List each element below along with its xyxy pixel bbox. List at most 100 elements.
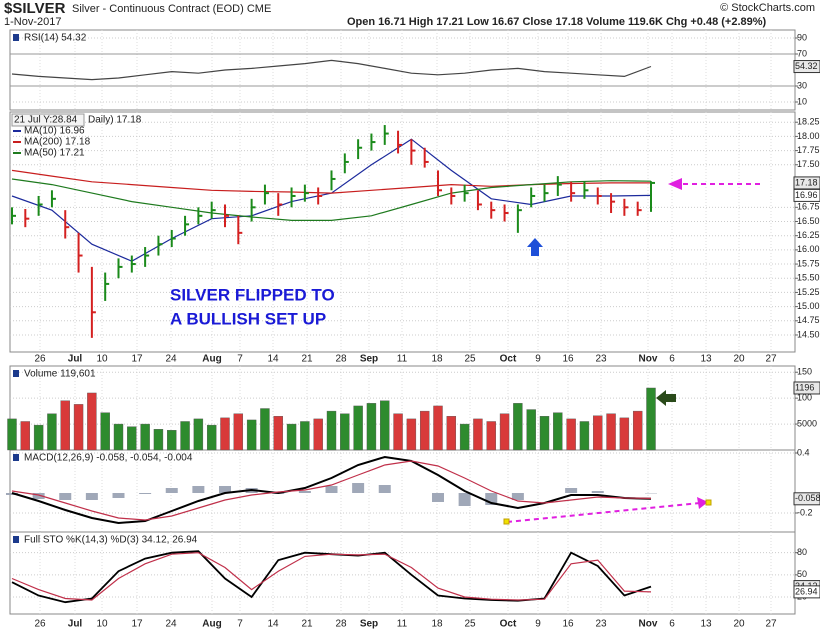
volume-bar <box>74 404 83 450</box>
volume-bar <box>647 388 656 450</box>
x-tick-label: Aug <box>202 354 221 365</box>
last-value-label: 54.32 <box>795 61 818 71</box>
x-tick-label: 21 <box>301 619 313 630</box>
volume-bar <box>181 421 190 450</box>
volume-bar <box>420 411 429 450</box>
x-tick-label: 7 <box>237 619 243 630</box>
x-tick-label: 13 <box>700 619 712 630</box>
quote: Open 16.71 High 17.21 Low 16.67 Close 17… <box>347 16 767 28</box>
y-tick-label: 16.25 <box>797 230 820 240</box>
macd-histogram <box>379 485 391 493</box>
last-value-label: 26.94 <box>795 586 818 596</box>
marker <box>504 519 509 524</box>
x-tick-label: 16 <box>562 354 574 365</box>
y-tick-label: 70 <box>797 48 807 58</box>
x-tick-label: 10 <box>96 619 108 630</box>
x-tick-label: 11 <box>397 354 408 365</box>
volume-bar <box>367 403 376 450</box>
volume-bar <box>247 420 256 450</box>
x-tick-label: 13 <box>700 354 712 365</box>
macd-histogram <box>59 493 71 500</box>
volume-bar <box>274 416 283 450</box>
panel-icon <box>13 370 19 377</box>
x-tick-label: 27 <box>765 619 777 630</box>
volume-bar <box>487 421 496 450</box>
x-tick-label: 27 <box>765 354 777 365</box>
annotation: SILVER FLIPPED TO <box>170 285 335 304</box>
y-tick-label: 5000 <box>797 418 817 428</box>
panel-icon <box>13 536 19 543</box>
legend-entry: MA(50) 17.21 <box>24 148 85 159</box>
credit: © StockCharts.com <box>720 2 815 14</box>
y-tick-label: 50 <box>797 569 807 579</box>
instrument-name: Silver - Continuous Contract (EOD) CME <box>72 3 271 15</box>
macd-histogram <box>326 486 338 493</box>
x-tick-label: 9 <box>535 619 541 630</box>
volume-bar <box>34 425 43 450</box>
volume-bar <box>300 421 309 450</box>
volume-bar <box>354 406 363 450</box>
y-tick-label: 16.75 <box>797 202 820 212</box>
x-tick-label: 6 <box>669 354 675 365</box>
marker <box>706 500 711 505</box>
y-tick-label: 17.50 <box>797 159 820 169</box>
volume-bar <box>154 429 163 450</box>
y-tick-label: 90 <box>797 32 807 42</box>
y-tick-label: 15.25 <box>797 287 820 297</box>
volume-bar <box>607 414 616 450</box>
x-tick-label: 17 <box>131 354 143 365</box>
volume-bar <box>87 393 96 450</box>
volume-bar <box>553 413 562 450</box>
x-tick-label: Sep <box>360 354 378 365</box>
volume-bar <box>527 410 536 450</box>
legend-entry: MA(10) 16.96 <box>24 126 85 137</box>
y-tick-label: 14.50 <box>797 329 820 339</box>
x-tick-label: Aug <box>202 619 221 630</box>
x-tick-label: 24 <box>165 619 177 630</box>
panel-title: RSI(14) 54.32 <box>24 33 87 44</box>
volume-bar <box>101 413 110 450</box>
y-tick-label: 15.00 <box>797 301 820 311</box>
x-tick-label: 16 <box>562 619 574 630</box>
volume-bar <box>8 419 17 450</box>
x-tick-label: Jul <box>68 619 83 630</box>
volume-bar <box>127 427 136 450</box>
legend-entry: MA(200) 17.18 <box>24 137 91 148</box>
macd-histogram <box>113 493 125 498</box>
volume-bar <box>21 421 30 450</box>
annotation: A BULLISH SET UP <box>170 309 326 328</box>
macd-histogram <box>139 493 151 494</box>
volume-bar <box>340 414 349 450</box>
macd-histogram <box>459 493 471 506</box>
volume-bar <box>221 418 230 450</box>
x-tick-label: 21 <box>301 354 313 365</box>
volume-bar <box>620 418 629 450</box>
x-tick-label: 18 <box>431 619 443 630</box>
x-tick-label: 26 <box>34 619 46 630</box>
x-tick-label: 14 <box>267 619 279 630</box>
panel-title: MACD(12,26,9) -0.058, -0.054, -0.004 <box>24 453 193 464</box>
y-tick-label: 18.25 <box>797 117 820 127</box>
volume-bar <box>500 414 509 450</box>
macd-histogram <box>565 488 577 493</box>
x-tick-label: 26 <box>34 354 46 365</box>
x-tick-label: 25 <box>464 619 476 630</box>
x-tick-label: 25 <box>464 354 476 365</box>
volume-bar <box>447 416 456 450</box>
x-tick-label: 18 <box>431 354 443 365</box>
x-tick-label: 11 <box>397 619 408 630</box>
x-tick-label: Nov <box>639 354 658 365</box>
panel-title: Volume 119,601 <box>24 369 96 380</box>
volume-bar <box>327 411 336 450</box>
volume-bar <box>633 411 642 450</box>
last-value-label: 1196 <box>795 382 814 392</box>
volume-bar <box>460 424 469 450</box>
y-tick-label: 15.50 <box>797 273 820 283</box>
y-tick-label: 16.50 <box>797 216 820 226</box>
y-tick-label: 150 <box>797 367 812 377</box>
y-tick-label: 17.75 <box>797 145 820 155</box>
volume-bar <box>513 403 522 450</box>
date: 1-Nov-2017 <box>4 16 61 28</box>
x-tick-label: 23 <box>595 619 607 630</box>
x-tick-label: 28 <box>335 354 347 365</box>
